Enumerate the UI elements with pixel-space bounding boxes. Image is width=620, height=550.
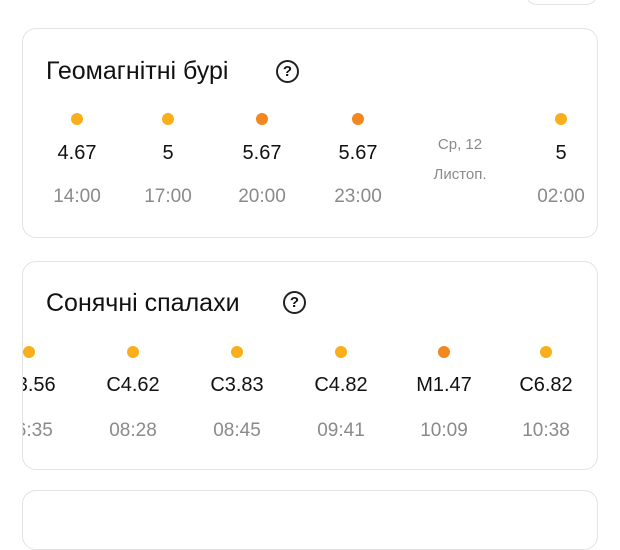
date-day: Ср, 12 xyxy=(437,136,483,153)
value: M1.47 xyxy=(416,374,472,396)
level-dot-icon xyxy=(162,113,174,125)
time: 17:00 xyxy=(144,186,192,207)
card-title: Сонячні спалахи xyxy=(46,289,240,317)
time: 10:38 xyxy=(522,420,570,441)
value: C6.82 xyxy=(519,374,573,396)
value: 5 xyxy=(162,142,174,164)
value: 4.67 xyxy=(57,142,97,164)
time: 10:09 xyxy=(420,420,468,441)
level-dot-icon xyxy=(71,113,83,125)
value: C3.83 xyxy=(210,374,264,396)
level-dot-icon xyxy=(555,113,567,125)
time: 14:00 xyxy=(53,186,101,207)
question-circle-icon[interactable]: ? xyxy=(276,60,299,83)
date-month: Листоп. xyxy=(433,166,487,183)
time: 20:00 xyxy=(238,186,286,207)
level-dot-icon xyxy=(127,346,139,358)
level-dot-icon xyxy=(23,346,35,358)
card-title: Геомагнітні бурі xyxy=(46,57,229,85)
top-button-partial[interactable] xyxy=(525,0,598,5)
level-dot-icon xyxy=(335,346,347,358)
next-card-partial xyxy=(22,490,598,550)
value: C4.62 xyxy=(106,374,160,396)
time: 06:35 xyxy=(23,420,53,441)
level-dot-icon xyxy=(231,346,243,358)
time: 09:41 xyxy=(317,420,365,441)
value: 5 xyxy=(555,142,567,164)
level-dot-icon xyxy=(256,113,268,125)
question-circle-icon[interactable]: ? xyxy=(283,291,306,314)
time: 08:28 xyxy=(109,420,157,441)
time: 08:45 xyxy=(213,420,261,441)
value: C3.56 xyxy=(23,374,56,396)
value: C4.82 xyxy=(314,374,368,396)
time: 23:00 xyxy=(334,186,382,207)
level-dot-icon xyxy=(352,113,364,125)
time: 02:00 xyxy=(537,186,585,207)
value: 5.67 xyxy=(338,142,378,164)
level-dot-icon xyxy=(540,346,552,358)
geomagnetic-storms-card: Геомагнітні бурі ? 4.67 14:00 5 17:00 5.… xyxy=(22,28,598,238)
value: 5.67 xyxy=(242,142,282,164)
level-dot-icon xyxy=(438,346,450,358)
solar-flares-card: Сонячні спалахи ? C3.56 06:35 C4.62 08:2… xyxy=(22,261,598,470)
